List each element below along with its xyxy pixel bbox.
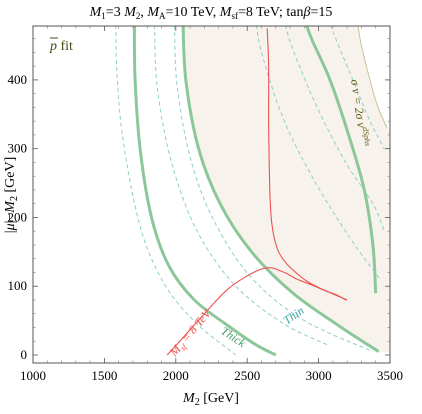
annotation-thick: Thick bbox=[218, 324, 249, 351]
x-tick-label: 3500 bbox=[377, 368, 403, 383]
axis-ticks: 1000 1500 2000 2500 3000 3500 0 100 200 300 400 bbox=[8, 26, 403, 383]
y-tick-label: 0 bbox=[21, 347, 28, 362]
series-layer bbox=[115, 26, 388, 357]
thin-contour-line bbox=[154, 26, 328, 346]
thick-contour-line bbox=[181, 26, 380, 353]
thin-contour-line bbox=[174, 26, 374, 353]
plot-area bbox=[115, 26, 390, 357]
x-tick-label: 1000 bbox=[20, 368, 46, 383]
legend-pbar-fit: p fit bbox=[49, 39, 73, 54]
plot-frame bbox=[32, 25, 391, 364]
thin-contour-line bbox=[256, 26, 381, 280]
y-tick-label: 100 bbox=[8, 278, 28, 293]
thin-contour-line bbox=[330, 26, 385, 149]
band-edge-line bbox=[357, 26, 388, 129]
y-tick-label: 400 bbox=[8, 72, 28, 87]
x-axis-label: M2 [GeV] bbox=[182, 391, 239, 408]
annotation-msf: Msf = 8 TeV bbox=[166, 305, 216, 361]
x-tick-label: 2000 bbox=[163, 368, 189, 383]
chart-title: M1=3 M2, MA=10 TeV, Msf=8 TeV; tanβ=15 bbox=[89, 5, 333, 21]
thick-contour-line bbox=[132, 26, 277, 357]
msf-contour-line bbox=[266, 28, 348, 301]
x-tick-label: 1500 bbox=[91, 368, 117, 383]
y-tick-label: 300 bbox=[8, 141, 28, 156]
annotation-thin: Thin bbox=[281, 303, 307, 327]
y-axis-label: |μ|−M2 [GeV] bbox=[3, 157, 20, 233]
y-tick-label: 200 bbox=[8, 209, 28, 224]
thin-contour-line bbox=[115, 26, 237, 356]
excluded-band bbox=[183, 26, 390, 352]
x-tick-label: 2500 bbox=[234, 368, 260, 383]
thick-contour-line bbox=[305, 26, 378, 294]
annotation-sigma-v: σ v = 2σ vdSphs bbox=[348, 78, 372, 147]
x-tick-label: 3000 bbox=[306, 368, 332, 383]
